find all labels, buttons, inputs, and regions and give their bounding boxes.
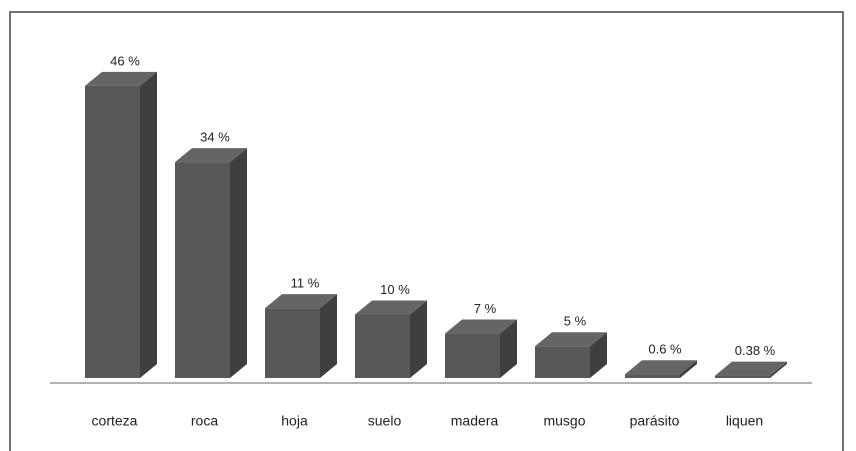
bar-front — [85, 85, 140, 379]
bar-side — [770, 361, 787, 378]
x-tick-label: madera — [451, 413, 499, 429]
bar-front — [535, 346, 590, 378]
x-tick-label: hoja — [281, 413, 308, 429]
x-tick-label: roca — [191, 413, 218, 429]
value-label: 46 % — [110, 53, 140, 68]
bar-top — [535, 332, 607, 347]
bar — [445, 319, 517, 378]
bar — [85, 71, 157, 379]
bar-top — [85, 71, 157, 86]
bar-side — [590, 332, 607, 378]
bar-top — [355, 300, 427, 315]
value-label: 0.6 % — [648, 342, 682, 357]
x-tick-label: liquen — [726, 413, 763, 429]
bar-top — [715, 361, 787, 376]
value-label: 0.38 % — [735, 343, 776, 358]
frame — [9, 11, 844, 451]
x-tick-label: suelo — [368, 413, 402, 429]
bar-side — [320, 294, 337, 378]
bar-top — [445, 319, 517, 334]
bar-front — [445, 333, 500, 378]
bar-top — [625, 360, 697, 375]
bar-side — [230, 148, 247, 378]
bar-front — [715, 375, 770, 378]
value-label: 7 % — [474, 301, 497, 316]
bar — [355, 300, 427, 378]
x-tick-label: musgo — [543, 413, 585, 429]
bar — [265, 294, 337, 378]
bar-front — [355, 314, 410, 378]
bar-front — [625, 374, 680, 378]
bar-front — [265, 308, 320, 378]
bar-side — [500, 319, 517, 378]
bar-side — [410, 300, 427, 378]
value-label: 10 % — [380, 282, 410, 297]
bar — [715, 361, 787, 378]
bar — [175, 148, 247, 378]
x-tick-label: corteza — [92, 413, 138, 429]
bar-top — [175, 148, 247, 163]
bar-front — [175, 162, 230, 378]
value-label: 34 % — [200, 130, 230, 145]
value-label: 5 % — [564, 314, 587, 329]
bar-side — [140, 71, 157, 379]
value-label: 11 % — [291, 276, 320, 291]
bar — [535, 332, 607, 378]
x-tick-label: parásito — [630, 413, 680, 429]
bar-top — [265, 294, 337, 309]
bar — [625, 360, 697, 378]
bar-side — [680, 360, 697, 378]
